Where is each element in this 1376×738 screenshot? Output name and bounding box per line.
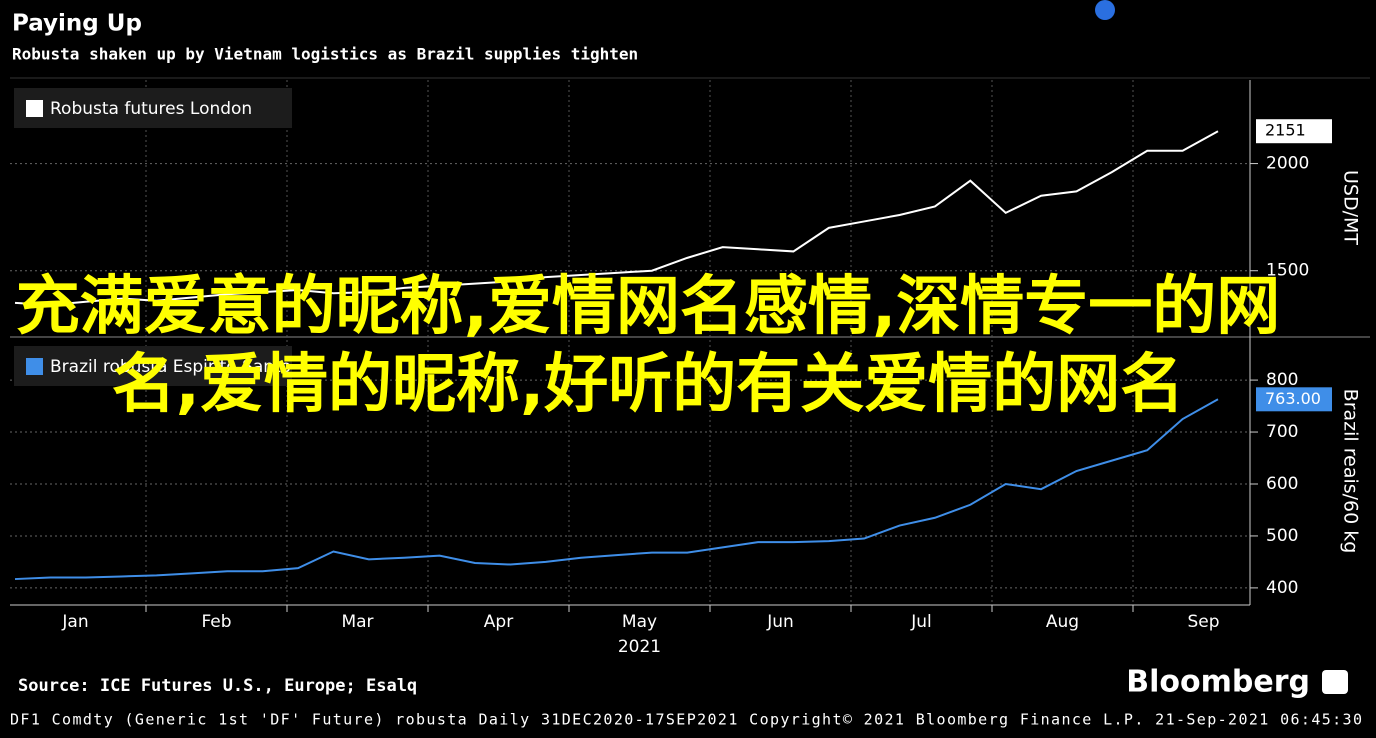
legend-box: [14, 88, 292, 128]
y-axis-title: Brazil reais/60 kg: [1340, 389, 1362, 554]
end-label: 763.00: [1265, 389, 1321, 408]
legend-label: Robusta futures London: [50, 99, 252, 119]
y-axis-title: USD/MT: [1340, 170, 1362, 245]
x-tick-label: Jul: [910, 612, 932, 632]
end-label-box: [1256, 119, 1332, 144]
x-tick-label: Jan: [61, 612, 88, 632]
footer-note: DF1 Comdty (Generic 1st 'DF' Future) rob…: [10, 711, 1362, 729]
y-tick-label: 2000: [1266, 154, 1309, 174]
x-tick-label: Aug: [1046, 612, 1079, 632]
line-series: [14, 398, 1219, 581]
end-label: 2151: [1265, 121, 1306, 140]
line-series: [14, 130, 1219, 307]
y-tick-label: 600: [1266, 474, 1298, 494]
x-tick-label: Mar: [341, 612, 373, 632]
x-tick-label: Feb: [201, 612, 231, 632]
x-tick-label: May: [622, 612, 657, 632]
x-tick-label: Sep: [1187, 612, 1219, 632]
source: Source: ICE Futures U.S., Europe; Esalq: [18, 676, 417, 696]
y-tick-label: 500: [1266, 526, 1298, 546]
x-year-label: 2021: [618, 637, 661, 657]
chart-subtitle: Robusta shaken up by Vietnam logistics a…: [12, 45, 638, 64]
legend-box: [14, 346, 292, 386]
legend-swatch: [26, 358, 43, 375]
brand: Bloomberg: [1126, 665, 1310, 700]
overlay-text: 充满爱意的昵称,爱情网名感情,深情专一的网名,爱情的昵称,好听的有关爱情的网名: [15, 270, 1281, 422]
y-tick-label: 1500: [1266, 261, 1309, 281]
legend-swatch: [26, 100, 43, 117]
y-tick-label: 800: [1266, 370, 1298, 390]
legend-label: Brazil robusta Espirito Santo: [50, 357, 291, 377]
x-tick-label: Apr: [484, 612, 513, 632]
x-tick-label: Jun: [766, 612, 794, 632]
dot: [1095, 0, 1115, 20]
y-tick-label: 700: [1266, 422, 1298, 442]
end-label-box: [1256, 387, 1332, 412]
brand-icon: [1322, 670, 1348, 694]
y-tick-label: 400: [1266, 578, 1298, 598]
chart-title: Paying Up: [12, 11, 142, 37]
